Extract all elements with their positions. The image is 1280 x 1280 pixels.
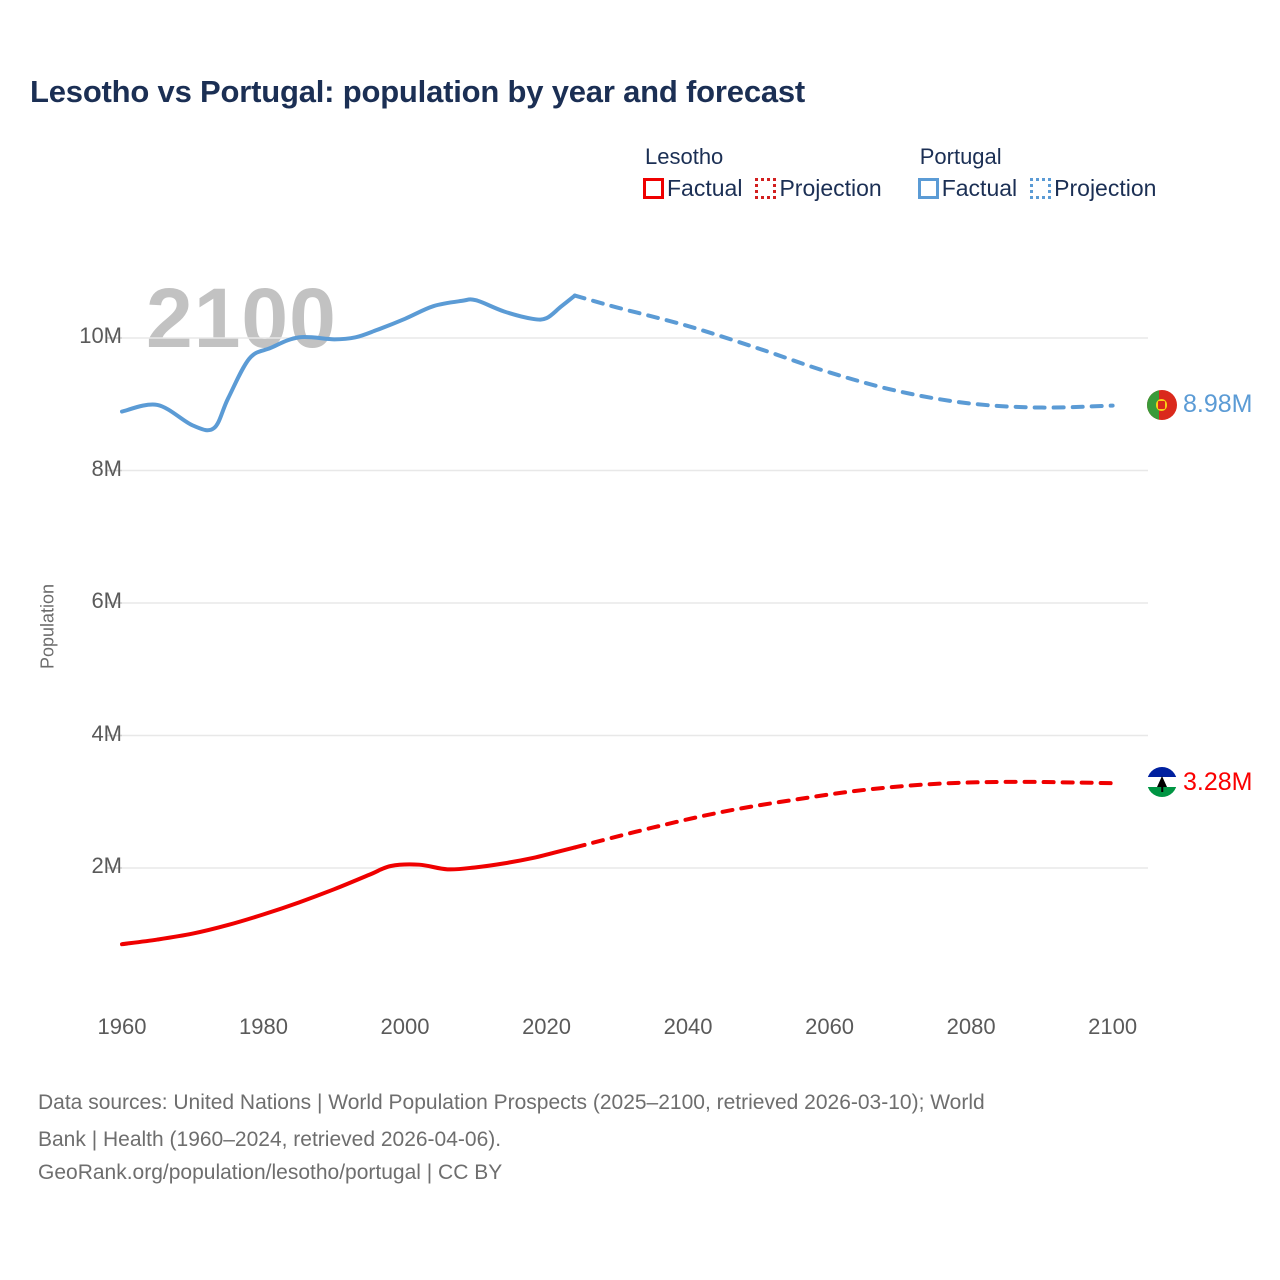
- legend-label-lesotho-projection: Projection: [779, 175, 882, 201]
- x-tick-label: 1960: [97, 1014, 147, 1039]
- footer-sources: Data sources: United Nations | World Pop…: [38, 1086, 1253, 1189]
- solid-square-outline-icon: [643, 177, 664, 199]
- x-tick-label: 2060: [805, 1014, 855, 1039]
- y-tick-label: 10M: [79, 323, 122, 348]
- legend-group-lesotho: Lesotho Factual Projection: [643, 142, 882, 202]
- legend-item-lesotho-factual[interactable]: Factual: [643, 174, 742, 202]
- footer-line-1: Data sources: United Nations | World Pop…: [38, 1091, 985, 1114]
- legend-country-lesotho: Lesotho: [645, 144, 724, 169]
- endpoint-marker-portugal[interactable]: 8.98M: [1147, 389, 1253, 420]
- dotted-square-outline-icon: [755, 177, 777, 199]
- x-tick-label: 2000: [380, 1014, 430, 1039]
- endpoint-marker-lesotho[interactable]: 3.28M: [1147, 767, 1253, 798]
- series-line-projection-portugal: [572, 293, 1115, 410]
- series-line-projection-lesotho: [572, 779, 1115, 850]
- legend-label-portugal-factual: Factual: [941, 175, 1018, 201]
- y-tick-label: 8M: [91, 455, 122, 481]
- legend-item-portugal-factual[interactable]: Factual: [917, 174, 1018, 202]
- x-tick-label: 1980: [239, 1014, 288, 1039]
- y-tick-label: 2M: [91, 853, 122, 878]
- x-tick-label: 2040: [663, 1014, 713, 1039]
- legend-label-portugal-projection: Projection: [1054, 175, 1157, 201]
- portugal-flag-icon: [1147, 389, 1177, 420]
- x-tick-label: 2100: [1088, 1014, 1138, 1039]
- solid-square-outline-icon: [917, 177, 939, 199]
- y-tick-label: 6M: [91, 588, 122, 613]
- lesotho-flag-icon: [1147, 767, 1177, 798]
- legend-country-portugal: Portugal: [919, 144, 1002, 169]
- legend-label-lesotho-factual: Factual: [667, 175, 743, 201]
- legend-item-portugal-projection[interactable]: Projection: [1030, 174, 1156, 202]
- endpoint-value-portugal: 8.98M: [1183, 390, 1253, 419]
- legend-item-lesotho-projection[interactable]: Projection: [755, 174, 882, 202]
- y-tick-label: 4M: [91, 720, 122, 746]
- x-tick-label: 2020: [522, 1014, 572, 1039]
- footer-line-2: Bank | Health (1960–2024, retrieved 2026…: [38, 1128, 502, 1151]
- year-watermark: 2100: [146, 271, 337, 365]
- series-line-factual-lesotho: [120, 845, 577, 947]
- y-axis-title: Population: [37, 583, 58, 670]
- legend-group-portugal: Portugal Factual Projection: [917, 142, 1156, 202]
- endpoint-value-lesotho: 3.28M: [1183, 767, 1253, 796]
- dotted-square-outline-icon: [1030, 177, 1052, 199]
- footer-line-3: GeoRank.org/population/lesotho/portugal …: [38, 1161, 503, 1184]
- chart-legend: Lesotho Factual Projection Portugal Fact…: [643, 142, 1156, 202]
- x-tick-label: 2080: [946, 1014, 996, 1039]
- page-title: Lesotho vs Portugal: population by year …: [30, 74, 806, 109]
